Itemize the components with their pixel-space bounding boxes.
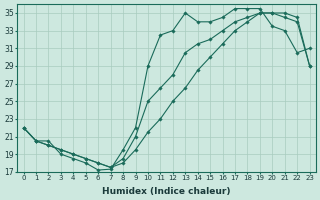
X-axis label: Humidex (Indice chaleur): Humidex (Indice chaleur) (102, 187, 231, 196)
